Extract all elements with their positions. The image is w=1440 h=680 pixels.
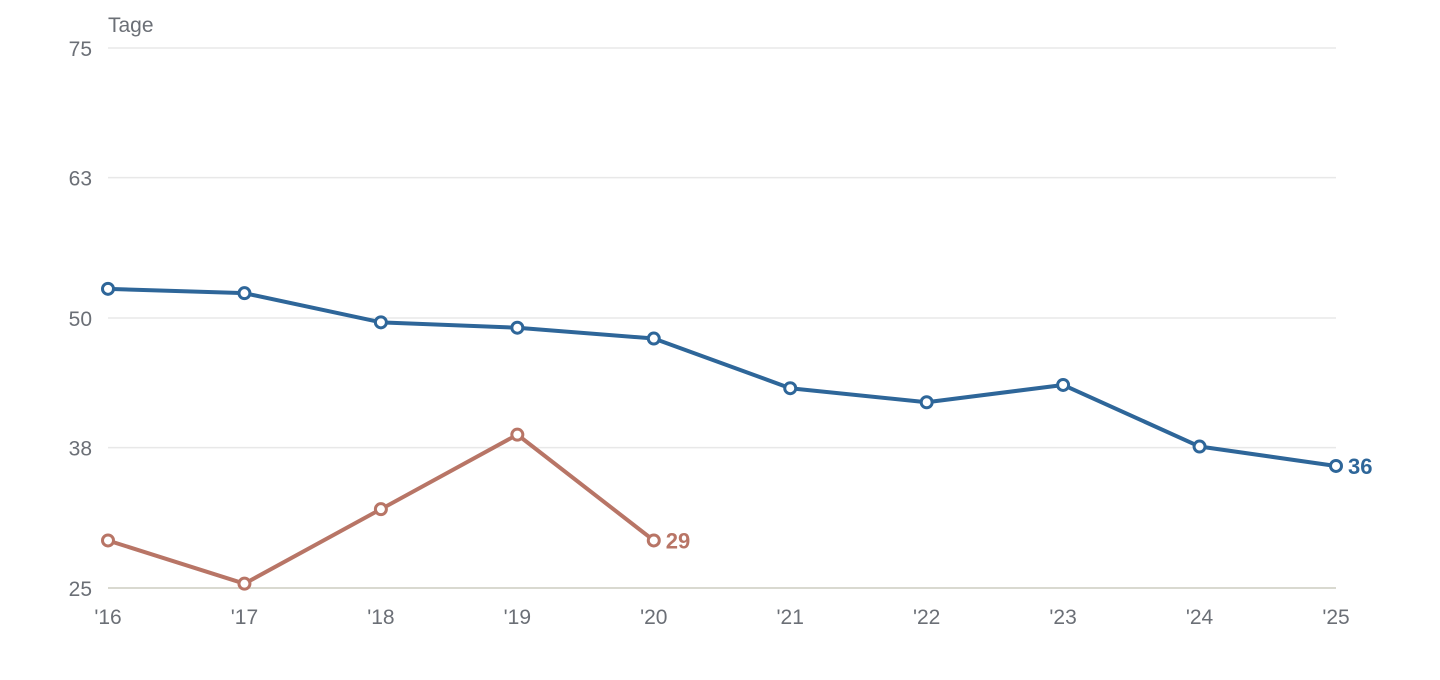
data-point: [237, 286, 252, 301]
series: 36 29: [101, 281, 1372, 591]
data-point: [101, 281, 115, 296]
x-tick-label: '23: [1049, 606, 1076, 629]
data-point: [373, 502, 388, 517]
x-tick-label: '25: [1322, 606, 1349, 629]
data-point: [101, 533, 115, 548]
x-tick-label: '16: [94, 606, 121, 629]
data-point: [1329, 458, 1343, 473]
y-tick-label: 25: [69, 578, 92, 601]
y-axis-ticks: 25 38 50 63 75: [69, 38, 92, 601]
x-tick-label: '24: [1186, 606, 1214, 629]
x-tick-label: '21: [777, 606, 804, 629]
y-axis-label: Tage: [108, 14, 154, 37]
data-point: [510, 320, 525, 335]
series-1: 36: [101, 281, 1372, 479]
end-value-label: 36: [1348, 454, 1372, 479]
x-tick-label: '22: [913, 606, 940, 629]
series-line: [106, 286, 1338, 468]
x-axis-ticks: '16 '17 '18 '19 '20 '21 '22 '23 '24 '25: [94, 606, 1349, 629]
data-point: [237, 576, 252, 591]
y-tick-label: 75: [69, 38, 92, 61]
y-tick-label: 63: [69, 168, 92, 191]
data-point: [373, 315, 388, 330]
series-2: 29: [101, 427, 690, 591]
data-point: [919, 395, 934, 410]
data-point: [783, 381, 798, 396]
x-tick-label: '17: [231, 606, 258, 629]
data-point: [1056, 377, 1071, 392]
x-tick-label: '20: [640, 606, 667, 629]
x-tick-label: '19: [504, 606, 531, 629]
y-tick-label: 50: [69, 308, 92, 331]
data-point: [510, 427, 525, 442]
x-tick-label: '18: [367, 606, 394, 629]
y-tick-label: 38: [69, 438, 92, 461]
data-point: [646, 331, 661, 346]
gridlines: [108, 47, 1336, 589]
end-value-label: 29: [666, 528, 690, 553]
data-point: [1192, 439, 1207, 454]
data-point: [646, 533, 661, 548]
